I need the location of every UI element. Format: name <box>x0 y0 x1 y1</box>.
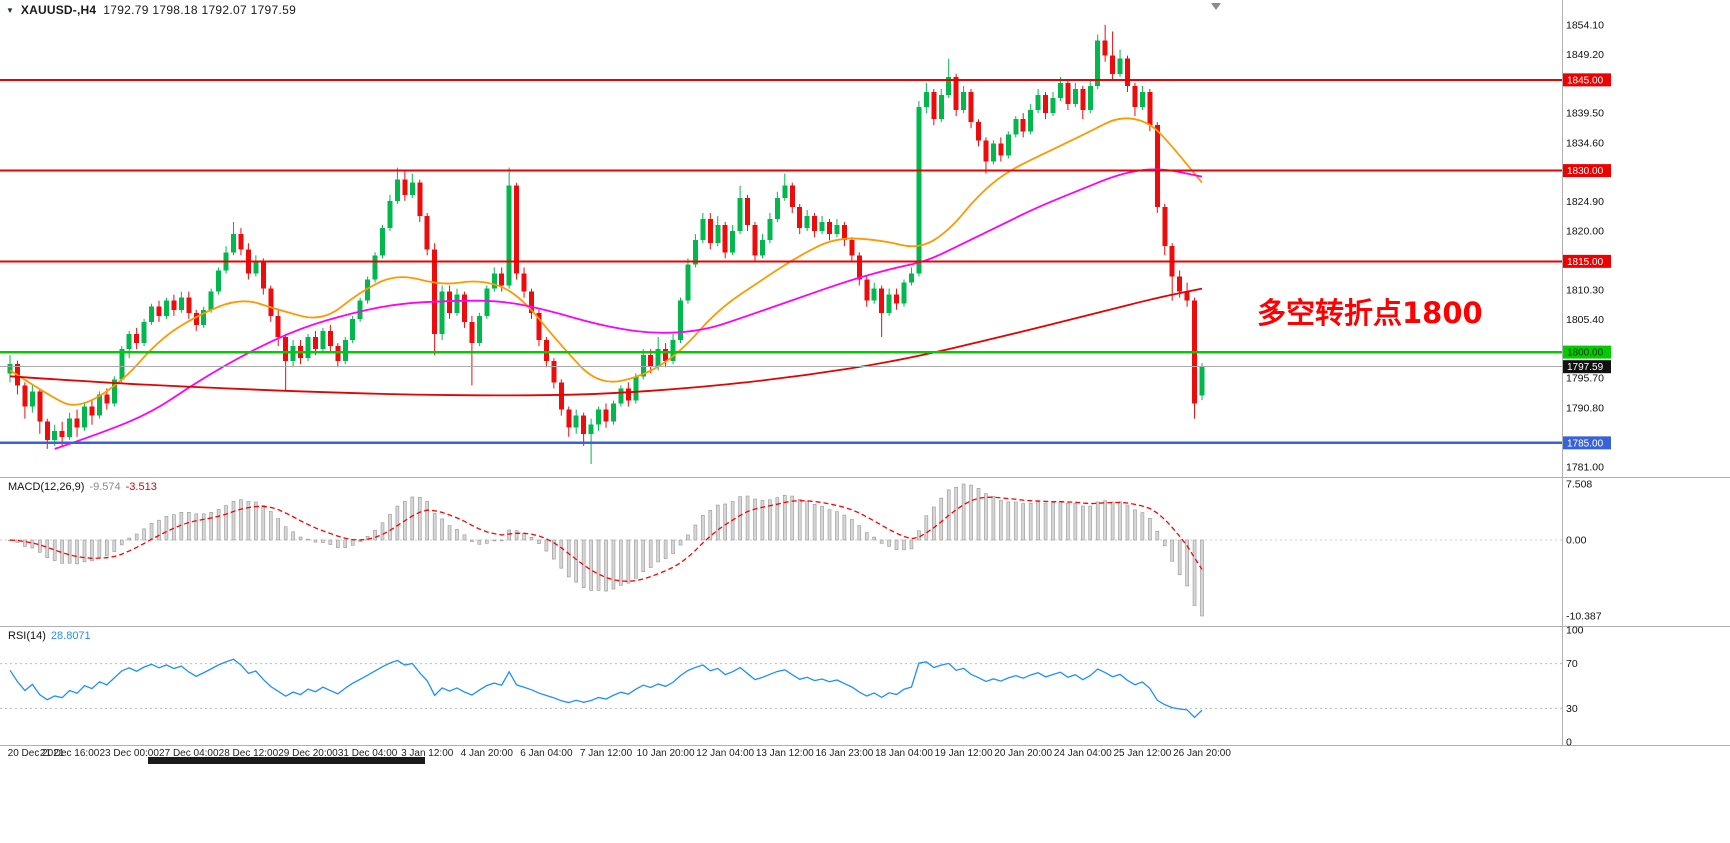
time-label: 7 Jan 12:00 <box>580 748 633 759</box>
macd-name: MACD(12,26,9) <box>8 481 85 493</box>
panel-separators <box>0 0 1730 746</box>
price-tick: 1805.40 <box>1566 314 1604 326</box>
level-price-badge-label: 1800.00 <box>1567 348 1604 359</box>
current-price-badge-label: 1797.59 <box>1567 362 1604 373</box>
macd-scale-label: 7.508 <box>1566 479 1592 491</box>
current-price-badge <box>1563 360 1611 374</box>
level-price-badge <box>1563 436 1611 450</box>
time-label: 16 Jan 23:00 <box>815 748 873 759</box>
price-tick: 1820.00 <box>1566 226 1604 238</box>
time-label: 4 Jan 20:00 <box>461 748 514 759</box>
ma-slow-red <box>9 287 1203 397</box>
macd-scale-label: -10.387 <box>1566 611 1602 623</box>
symbol-dropdown-icon[interactable]: ▼ <box>6 5 14 15</box>
time-axis[interactable] <box>0 746 1562 758</box>
price-tick: 1839.50 <box>1566 108 1604 120</box>
horizontal-scrollbar-thumb[interactable] <box>148 757 425 764</box>
macd-histogram <box>8 483 1204 617</box>
time-label: 26 Jan 20:00 <box>1173 748 1231 759</box>
macd-panel <box>0 483 1562 617</box>
time-label: 27 Dec 04:00 <box>159 748 219 759</box>
time-label: 24 Jan 04:00 <box>1054 748 1112 759</box>
level-price-badge <box>1563 164 1611 178</box>
rsi-name: RSI(14) <box>8 630 46 642</box>
time-label: 28 Dec 12:00 <box>219 748 279 759</box>
level-price-badge <box>1563 345 1611 359</box>
time-label: 29 Dec 20:00 <box>278 748 338 759</box>
level-price-badge <box>1563 73 1611 87</box>
candles <box>7 24 1205 465</box>
level-lines[interactable] <box>0 78 1562 445</box>
price-axis-labels: 1854.10 1849.20 1839.50 1834.60 1824.90 1820.… <box>1563 19 1611 749</box>
rsi-indicator-label: RSI(14) 28.8071 <box>8 630 91 642</box>
ohlc-values: 1792.79 1798.18 1792.07 1797.59 <box>103 3 297 17</box>
time-label: 6 Jan 04:00 <box>520 748 573 759</box>
time-label: 21 Dec 16:00 <box>40 748 100 759</box>
rsi-scale-label: 70 <box>1566 658 1578 670</box>
macd-main-value: -9.574 <box>89 481 121 493</box>
annotation-text[interactable]: 多空转折点1800 <box>1257 296 1483 330</box>
time-label: 10 Jan 20:00 <box>637 748 695 759</box>
time-label: 18 Jan 04:00 <box>875 748 933 759</box>
price-tick: 1854.10 <box>1566 19 1604 31</box>
moving-averages <box>9 117 1203 450</box>
macd-signal-value: -3.513 <box>125 481 157 493</box>
rsi-scale-label: 30 <box>1566 703 1578 715</box>
price-axis[interactable] <box>1563 0 1730 745</box>
symbol-period-label: XAUUSD-,H4 <box>20 3 97 17</box>
macd-scale-label: 0.00 <box>1566 535 1587 547</box>
chart-header: ▼ XAUUSD-,H4 1792.79 1798.18 1792.07 179… <box>6 3 296 17</box>
rsi-scale-label: 100 <box>1566 625 1584 637</box>
rsi-value: 28.8071 <box>50 630 91 642</box>
time-label: 19 Jan 12:00 <box>935 748 993 759</box>
time-label: 12 Jan 04:00 <box>696 748 754 759</box>
price-tick: 1810.30 <box>1566 284 1604 296</box>
level-price-badge-label: 1815.00 <box>1567 257 1604 268</box>
level-price-badge-label: 1830.00 <box>1567 166 1604 177</box>
rsi-panel <box>0 658 1562 719</box>
macd-indicator-label: MACD(12,26,9) -9.574 -3.513 <box>8 481 157 493</box>
rsi-scale-label: 0 <box>1566 737 1572 749</box>
rsi-line <box>9 658 1203 719</box>
time-label: 20 Dec 2021 <box>8 748 65 759</box>
price-tick: 1824.90 <box>1566 196 1604 208</box>
level-price-badge-label: 1785.00 <box>1567 438 1604 449</box>
time-label: 3 Jan 12:00 <box>401 748 454 759</box>
ma-mid-magenta <box>54 168 1203 450</box>
time-label: 31 Dec 04:00 <box>338 748 398 759</box>
time-label: 23 Dec 00:00 <box>99 748 159 759</box>
time-label: 13 Jan 12:00 <box>756 748 814 759</box>
level-price-badge-label: 1845.00 <box>1567 75 1604 86</box>
time-label: 25 Jan 12:00 <box>1113 748 1171 759</box>
price-tick: 1849.20 <box>1566 49 1604 61</box>
price-tick: 1790.80 <box>1566 402 1604 414</box>
time-label: 20 Jan 20:00 <box>994 748 1052 759</box>
price-tick: 1834.60 <box>1566 137 1604 149</box>
macd-signal-line <box>9 496 1203 583</box>
chart-shift-marker[interactable] <box>1211 3 1221 10</box>
price-tick: 1781.00 <box>1566 462 1604 474</box>
ma-fast-orange <box>9 117 1203 406</box>
price-tick: 1795.70 <box>1566 373 1604 385</box>
level-price-badge <box>1563 254 1611 268</box>
